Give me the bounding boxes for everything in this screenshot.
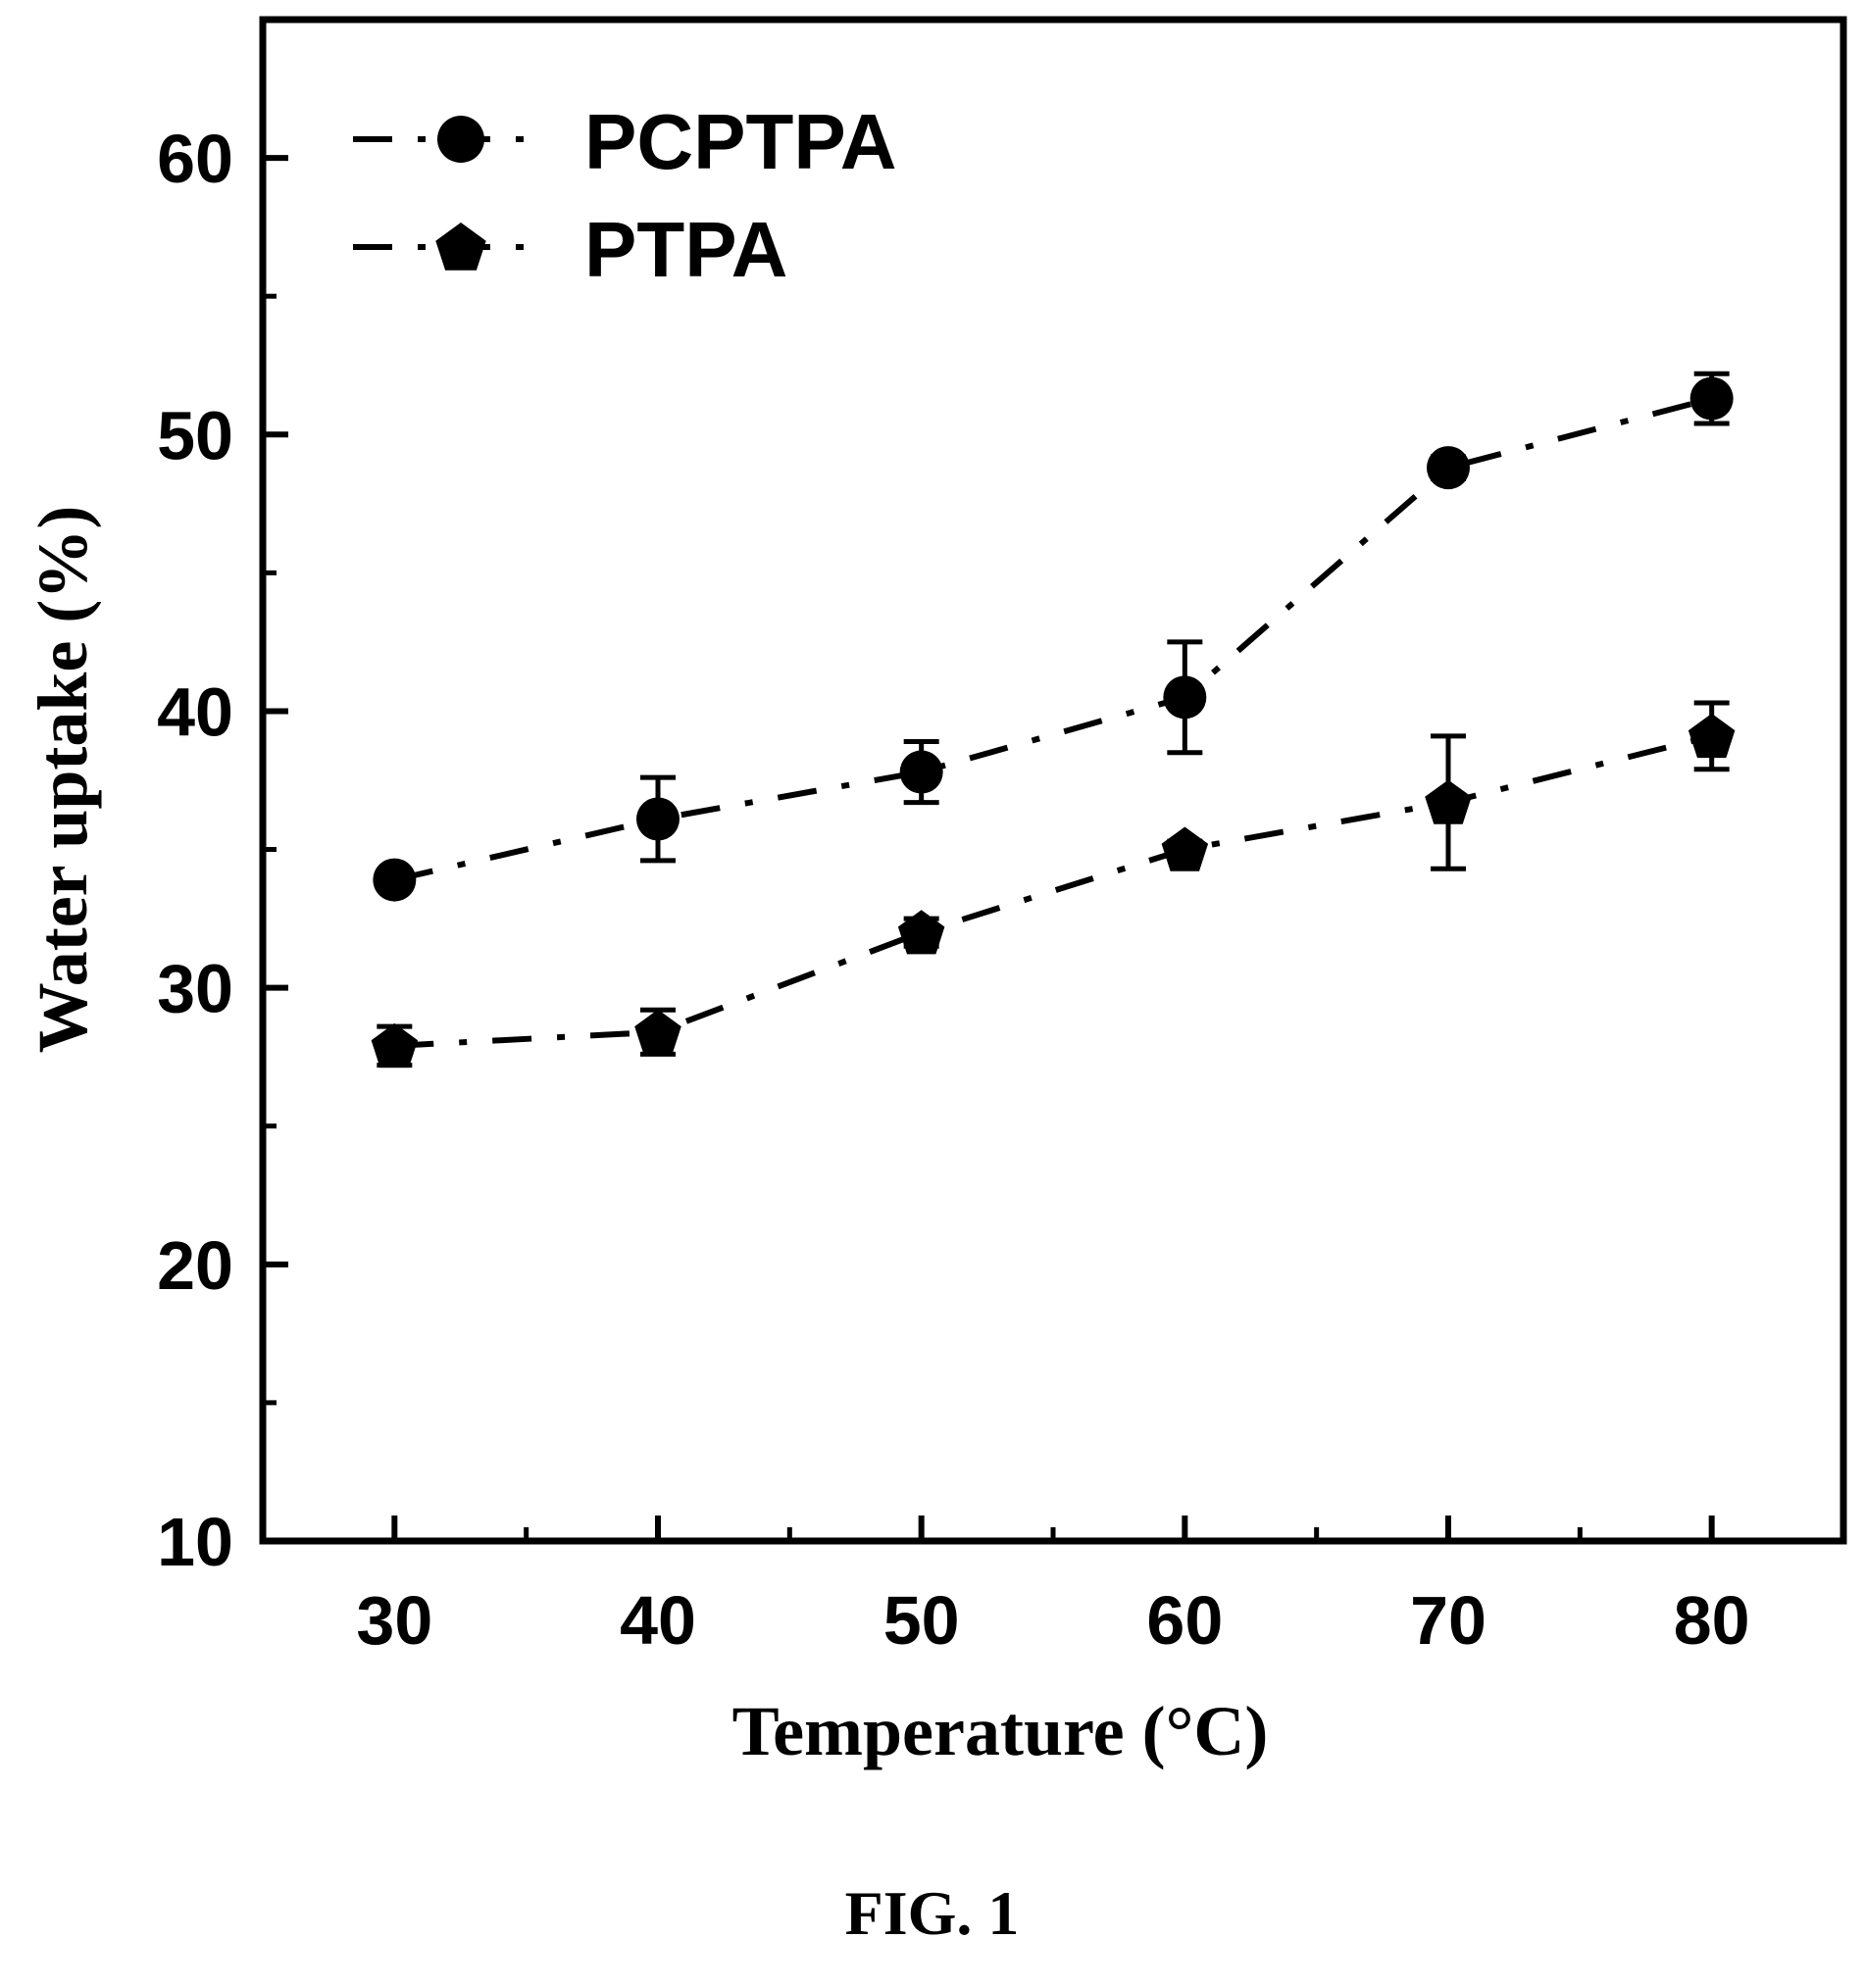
data-point — [1163, 675, 1207, 720]
x-tick-label: 80 — [1674, 1582, 1750, 1659]
legend-marker — [437, 116, 484, 163]
series-line — [394, 732, 1713, 1049]
legend-item: PTPA — [353, 206, 787, 293]
x-tick-label: 70 — [1410, 1582, 1486, 1659]
data-point — [897, 910, 945, 955]
figure-caption: FIG. 1 — [844, 1878, 1020, 1948]
series-pcptpa — [373, 371, 1734, 902]
data-point — [1689, 376, 1734, 421]
data-point — [1427, 446, 1470, 490]
y-tick-label: 20 — [157, 1227, 233, 1304]
series-ptpa — [371, 700, 1736, 1069]
y-tick-label: 60 — [157, 121, 233, 197]
legend-label: PCPTPA — [584, 98, 897, 185]
axis-ticks — [263, 155, 1715, 1544]
y-tick-label: 50 — [157, 397, 233, 473]
legend-label: PTPA — [584, 206, 787, 293]
data-point — [373, 858, 417, 902]
data-point — [636, 797, 680, 841]
x-tick-labels: 30 40 50 60 70 80 — [356, 1582, 1749, 1659]
x-tick-label: 50 — [883, 1582, 960, 1659]
data-point — [1161, 826, 1209, 871]
data-point — [899, 750, 943, 794]
data-point — [634, 1009, 681, 1054]
data-point — [1425, 779, 1472, 824]
series-layer — [371, 371, 1736, 1069]
legend: PCPTPA PTPA — [353, 98, 897, 293]
y-tick-label: 10 — [157, 1504, 233, 1580]
data-point — [371, 1022, 419, 1069]
x-tick-label: 60 — [1146, 1582, 1223, 1659]
plot-frame — [259, 16, 1847, 1545]
x-tick-label: 30 — [356, 1582, 432, 1659]
x-tick-label: 40 — [620, 1582, 696, 1659]
y-axis-title: Water uptake (%) — [24, 506, 102, 1054]
y-tick-label: 30 — [157, 951, 233, 1027]
x-axis-title: Temperature (°C) — [732, 1692, 1269, 1770]
y-tick-labels: 10 20 30 40 50 60 — [157, 121, 233, 1580]
legend-marker — [435, 223, 486, 271]
y-tick-label: 40 — [157, 673, 233, 750]
data-point — [1688, 713, 1736, 759]
legend-item: PCPTPA — [353, 98, 897, 185]
series-line — [393, 395, 1713, 883]
